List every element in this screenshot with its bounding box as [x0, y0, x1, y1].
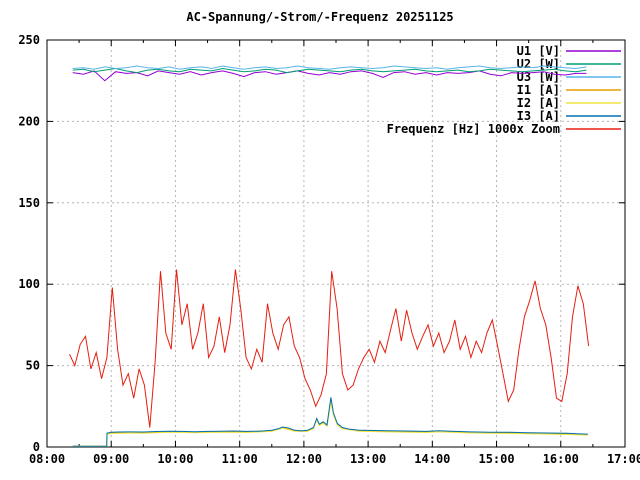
y-tick-label: 0: [33, 440, 40, 454]
legend-label: I3 [A]: [517, 109, 560, 123]
legend-label: Frequenz [Hz] 1000x Zoom: [387, 122, 560, 136]
legend-label: I2 [A]: [517, 96, 560, 110]
x-tick-label: 11:00: [222, 452, 258, 466]
x-tick-label: 09:00: [93, 452, 129, 466]
x-tick-label: 08:00: [29, 452, 65, 466]
series-line-i3-a: [72, 397, 588, 447]
legend-label: I1 [A]: [517, 83, 560, 97]
x-tick-label: 17:00: [607, 452, 640, 466]
x-tick-label: 15:00: [478, 452, 514, 466]
y-tick-label: 50: [26, 359, 40, 373]
x-tick-label: 13:00: [350, 452, 386, 466]
x-tick-label: 16:00: [543, 452, 579, 466]
y-tick-label: 200: [18, 114, 40, 128]
x-tick-label: 14:00: [414, 452, 450, 466]
series-line-i2-a: [72, 402, 588, 447]
x-tick-label: 12:00: [286, 452, 322, 466]
series-line-u2-w: [72, 67, 587, 74]
chart-title: AC-Spannung/-Strom/-Frequenz 20251125: [186, 10, 454, 24]
series-line-u1-v: [72, 70, 587, 82]
y-tick-label: 150: [18, 196, 40, 210]
y-tick-label: 250: [18, 33, 40, 47]
series-line-u3-w: [72, 65, 587, 70]
y-tick-label: 100: [18, 277, 40, 291]
series-line-frequenz-hz-1000x-zoom: [69, 269, 590, 428]
x-tick-label: 10:00: [157, 452, 193, 466]
legend-label: U1 [V]: [517, 44, 560, 58]
